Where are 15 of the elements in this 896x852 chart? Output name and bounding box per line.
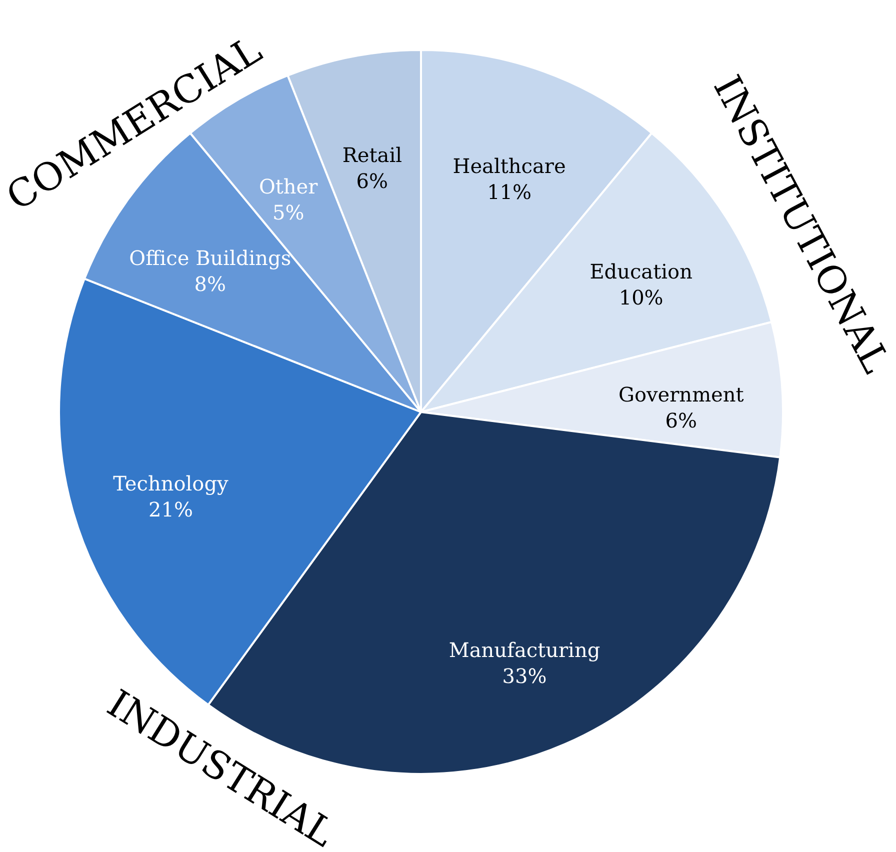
data-label: 10% xyxy=(618,285,664,310)
data-label: 33% xyxy=(502,664,547,688)
slice-label: Government xyxy=(618,382,744,407)
slice-label: Office Buildings xyxy=(129,246,292,270)
data-label: 6% xyxy=(665,408,697,433)
slice-label: Healthcare xyxy=(452,154,566,178)
data-label: 5% xyxy=(272,200,304,225)
slice-label: Technology xyxy=(113,472,229,496)
data-label: 6% xyxy=(356,168,388,193)
data-label: 21% xyxy=(148,498,193,522)
data-label: 8% xyxy=(194,272,226,296)
slice-label: Manufacturing xyxy=(448,638,600,662)
slice-label: Retail xyxy=(342,142,402,167)
data-label: 11% xyxy=(487,180,532,204)
slice-label: Education xyxy=(590,259,693,284)
